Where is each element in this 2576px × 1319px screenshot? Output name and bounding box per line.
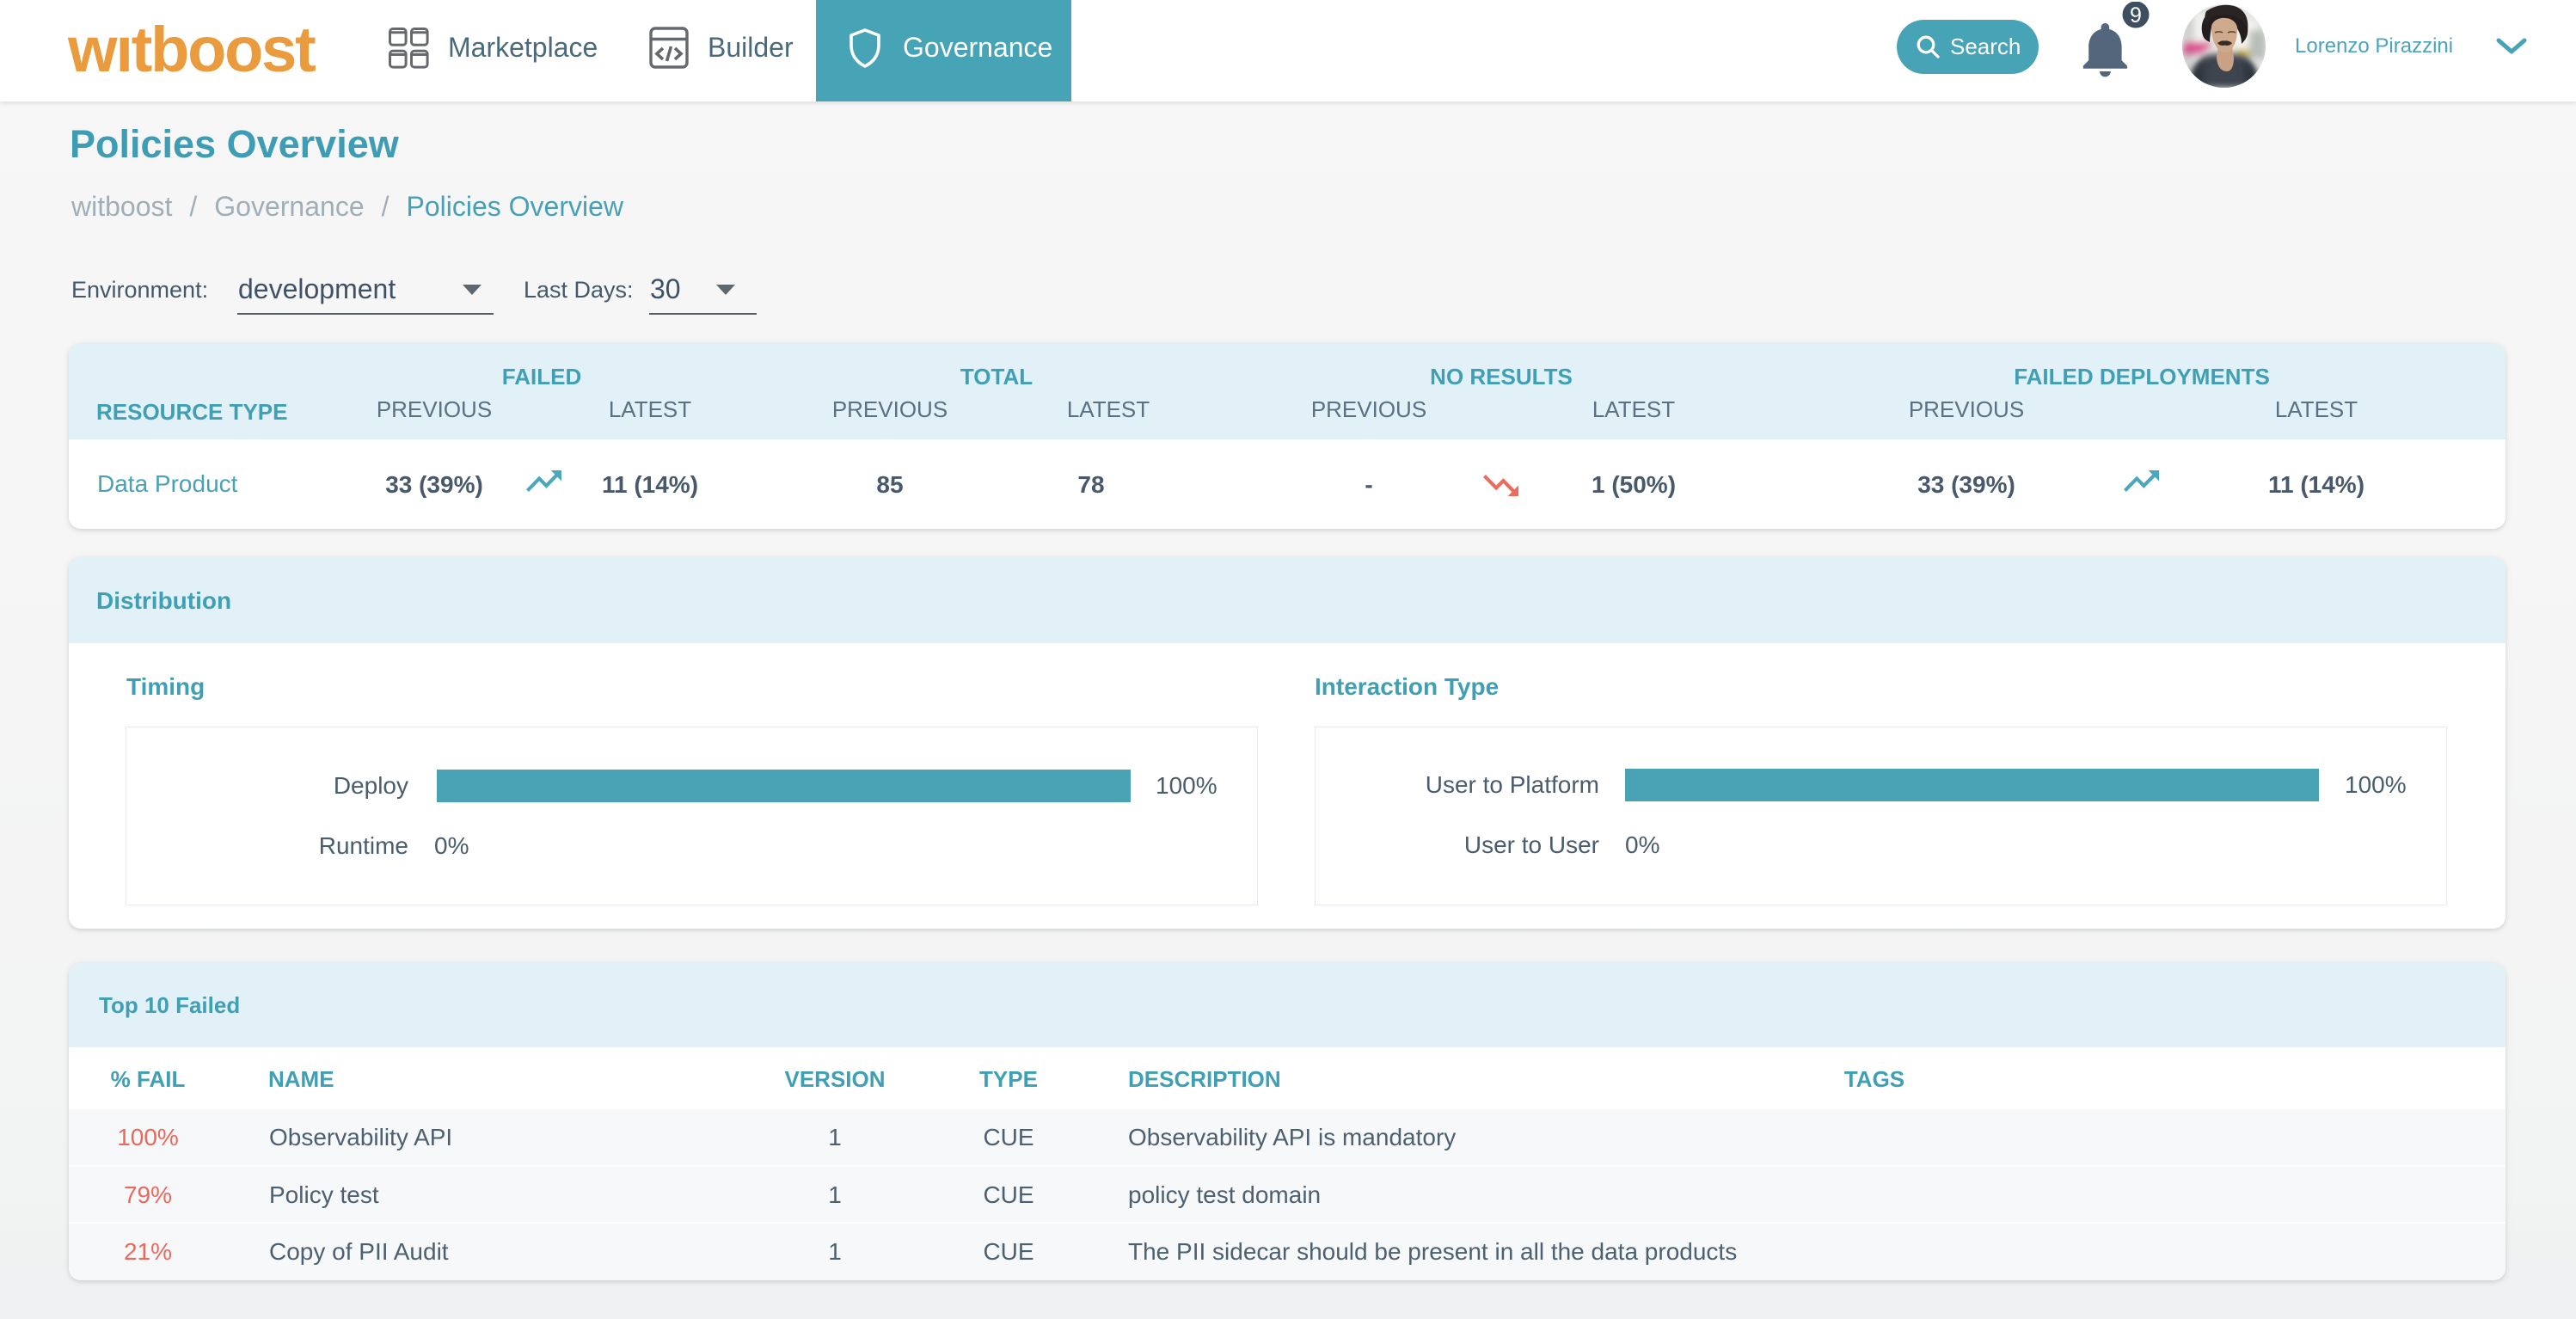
svg-text:9: 9 [2130, 3, 2142, 28]
